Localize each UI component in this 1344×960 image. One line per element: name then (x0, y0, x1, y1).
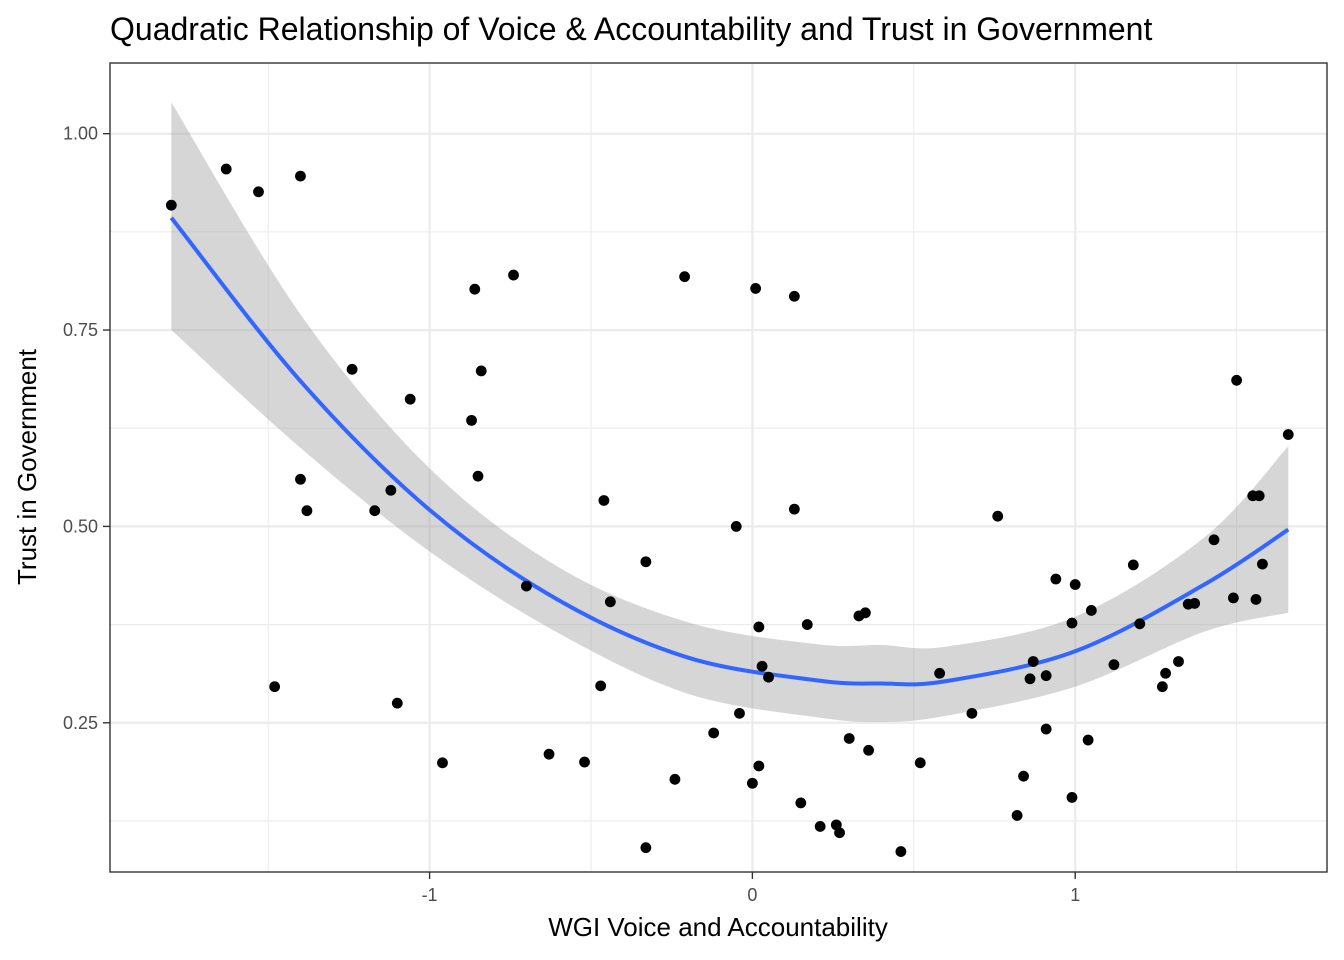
data-point (1231, 374, 1243, 386)
data-point (1066, 791, 1078, 803)
data-point (734, 707, 745, 719)
data-point (385, 484, 397, 496)
data-point (346, 363, 358, 375)
data-point (1160, 667, 1171, 679)
data-point (1018, 770, 1029, 782)
data-point (165, 199, 177, 211)
data-point (1040, 723, 1052, 735)
data-point (1134, 618, 1146, 630)
data-point (859, 607, 871, 619)
data-point (1127, 559, 1139, 571)
data-point (472, 470, 484, 482)
data-point (437, 757, 448, 769)
data-point (253, 186, 264, 198)
data-point (640, 842, 652, 854)
data-point (579, 756, 590, 768)
data-point (1040, 670, 1052, 682)
data-point (1024, 673, 1036, 685)
data-point (1250, 594, 1262, 605)
data-point (469, 283, 481, 295)
data-point (604, 596, 616, 608)
data-point (640, 556, 652, 568)
data-point (595, 680, 607, 692)
chart-title: Quadratic Relationship of Voice & Accoun… (110, 11, 1152, 47)
data-point (295, 170, 306, 182)
minor-gridlines (110, 63, 1327, 872)
x-axis-title: WGI Voice and Accountability (548, 912, 888, 942)
data-point (1066, 617, 1078, 629)
scatter-points (165, 163, 1294, 857)
x-axis-ticks: -1 0 1 (422, 872, 1080, 905)
data-point (756, 660, 768, 672)
data-point (1027, 656, 1039, 667)
data-point (801, 619, 813, 630)
y-tick-label: 0.25 (63, 713, 98, 733)
data-point (391, 697, 403, 709)
data-point (863, 744, 875, 756)
y-tick-label: 1.00 (63, 124, 98, 144)
y-tick-label: 0.75 (63, 320, 98, 340)
panel-border (109, 62, 1328, 873)
data-point (1257, 558, 1268, 570)
data-point (301, 505, 313, 517)
data-point (708, 727, 720, 739)
x-tick-label: 0 (747, 885, 757, 905)
data-point (746, 777, 758, 789)
data-point (1108, 659, 1120, 671)
y-axis-ticks: 0.25 0.50 0.75 1.00 (63, 124, 110, 733)
data-point (843, 733, 855, 744)
x-tick-label: 1 (1070, 885, 1080, 905)
x-tick-label: -1 (422, 885, 438, 905)
data-point (1082, 734, 1094, 746)
data-point (730, 521, 742, 532)
data-point (669, 773, 681, 785)
data-point (834, 827, 845, 839)
data-point (1208, 534, 1220, 546)
data-point (1253, 490, 1265, 502)
data-point (753, 760, 765, 772)
data-point (753, 621, 765, 633)
data-point (679, 271, 691, 283)
data-point (814, 821, 826, 832)
data-point (1011, 810, 1023, 821)
data-point (521, 580, 532, 592)
y-axis-title: Trust in Government (12, 348, 42, 585)
data-point (992, 510, 1004, 522)
data-point (1085, 605, 1097, 616)
data-point (1189, 597, 1201, 609)
data-point (475, 365, 487, 377)
data-point (750, 283, 762, 294)
data-point (1156, 681, 1168, 693)
data-point (914, 757, 926, 769)
data-point (269, 681, 281, 693)
data-point (1282, 429, 1294, 440)
data-point (1050, 573, 1062, 585)
data-point (295, 473, 306, 485)
data-point (543, 748, 555, 760)
data-point (966, 707, 978, 719)
data-point (895, 846, 907, 857)
data-point (763, 671, 774, 683)
data-point (466, 414, 477, 426)
data-point (1173, 656, 1184, 667)
data-point (598, 495, 610, 506)
data-point (1069, 579, 1081, 590)
data-point (788, 503, 800, 515)
data-point (1227, 592, 1239, 604)
data-point (795, 797, 807, 809)
plot-panel (110, 63, 1327, 872)
data-point (220, 163, 232, 175)
major-gridlines (110, 63, 1327, 872)
y-tick-label: 0.50 (63, 516, 98, 536)
data-point (369, 505, 381, 517)
data-point (404, 393, 416, 405)
data-point (788, 290, 800, 302)
data-point (508, 269, 519, 281)
data-point (934, 667, 946, 679)
